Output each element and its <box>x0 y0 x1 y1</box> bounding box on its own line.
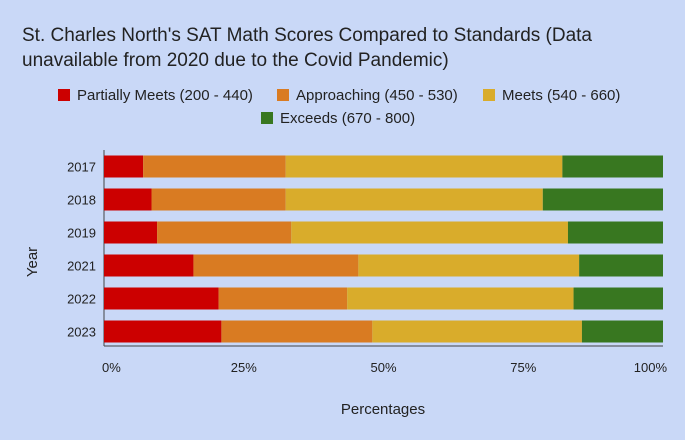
bar-2017-series-3 <box>562 155 663 178</box>
bar-2021-series-3 <box>579 254 663 277</box>
bar-2017-series-2 <box>285 155 563 178</box>
x-tick-label-3: 75% <box>510 360 536 375</box>
bar-2021-series-0 <box>104 254 194 277</box>
legend-swatch-partially-meets <box>58 89 70 101</box>
legend-swatch-meets <box>483 89 495 101</box>
bar-2023-series-3 <box>581 320 663 343</box>
y-tick-label-2017: 2017 <box>67 160 96 175</box>
y-tick-labels: 2017 2018 2019 2021 2022 2023 <box>67 160 96 340</box>
bar-2018-series-0 <box>104 188 152 211</box>
bar-2019-series-1 <box>157 221 292 244</box>
bars-group <box>104 155 663 343</box>
bar-2022-series-1 <box>218 287 348 310</box>
legend-label-meets: Meets (540 - 660) <box>502 87 620 104</box>
bar-2018-series-1 <box>151 188 286 211</box>
y-tick-label-2018: 2018 <box>67 193 96 208</box>
legend-swatch-exceeds <box>261 112 273 124</box>
bar-2019-series-0 <box>104 221 158 244</box>
x-tick-label-1: 25% <box>231 360 257 375</box>
y-tick-label-2023: 2023 <box>67 325 96 340</box>
x-axis-label: Percentages <box>341 401 425 418</box>
bar-2022-series-3 <box>573 287 663 310</box>
legend-swatch-approaching <box>277 89 289 101</box>
bar-2023-series-2 <box>372 320 582 343</box>
x-tick-label-4: 100% <box>634 360 668 375</box>
bar-2023-series-1 <box>221 320 373 343</box>
bar-2021-series-2 <box>358 254 580 277</box>
legend-label-exceeds: Exceeds (670 - 800) <box>280 110 415 127</box>
bar-2018-series-2 <box>285 188 543 211</box>
x-tick-label-0: 0% <box>102 360 121 375</box>
bar-2017-series-0 <box>104 155 144 178</box>
chart-title-line-2: unavailable from 2020 due to the Covid P… <box>22 50 449 71</box>
x-tick-labels: 0% 25% 50% 75% 100% <box>102 360 667 375</box>
legend-label-approaching: Approaching (450 - 530) <box>296 87 458 104</box>
bar-2019-series-2 <box>291 221 568 244</box>
y-tick-label-2019: 2019 <box>67 226 96 241</box>
bar-2017-series-1 <box>143 155 286 178</box>
bar-2019-series-3 <box>567 221 663 244</box>
y-tick-label-2022: 2022 <box>67 292 96 307</box>
chart-title-line-1: St. Charles North's SAT Math Scores Comp… <box>22 25 592 46</box>
x-tick-label-2: 50% <box>370 360 396 375</box>
bar-2021-series-1 <box>193 254 359 277</box>
legend: Partially Meets (200 - 440) Approaching (… <box>58 87 620 127</box>
y-axis-label: Year <box>24 247 41 277</box>
legend-label-partially-meets: Partially Meets (200 - 440) <box>77 87 253 104</box>
bar-2023-series-0 <box>104 320 222 343</box>
bar-2018-series-3 <box>542 188 663 211</box>
bar-2022-series-0 <box>104 287 219 310</box>
y-tick-label-2021: 2021 <box>67 259 96 274</box>
bar-2022-series-2 <box>347 287 574 310</box>
